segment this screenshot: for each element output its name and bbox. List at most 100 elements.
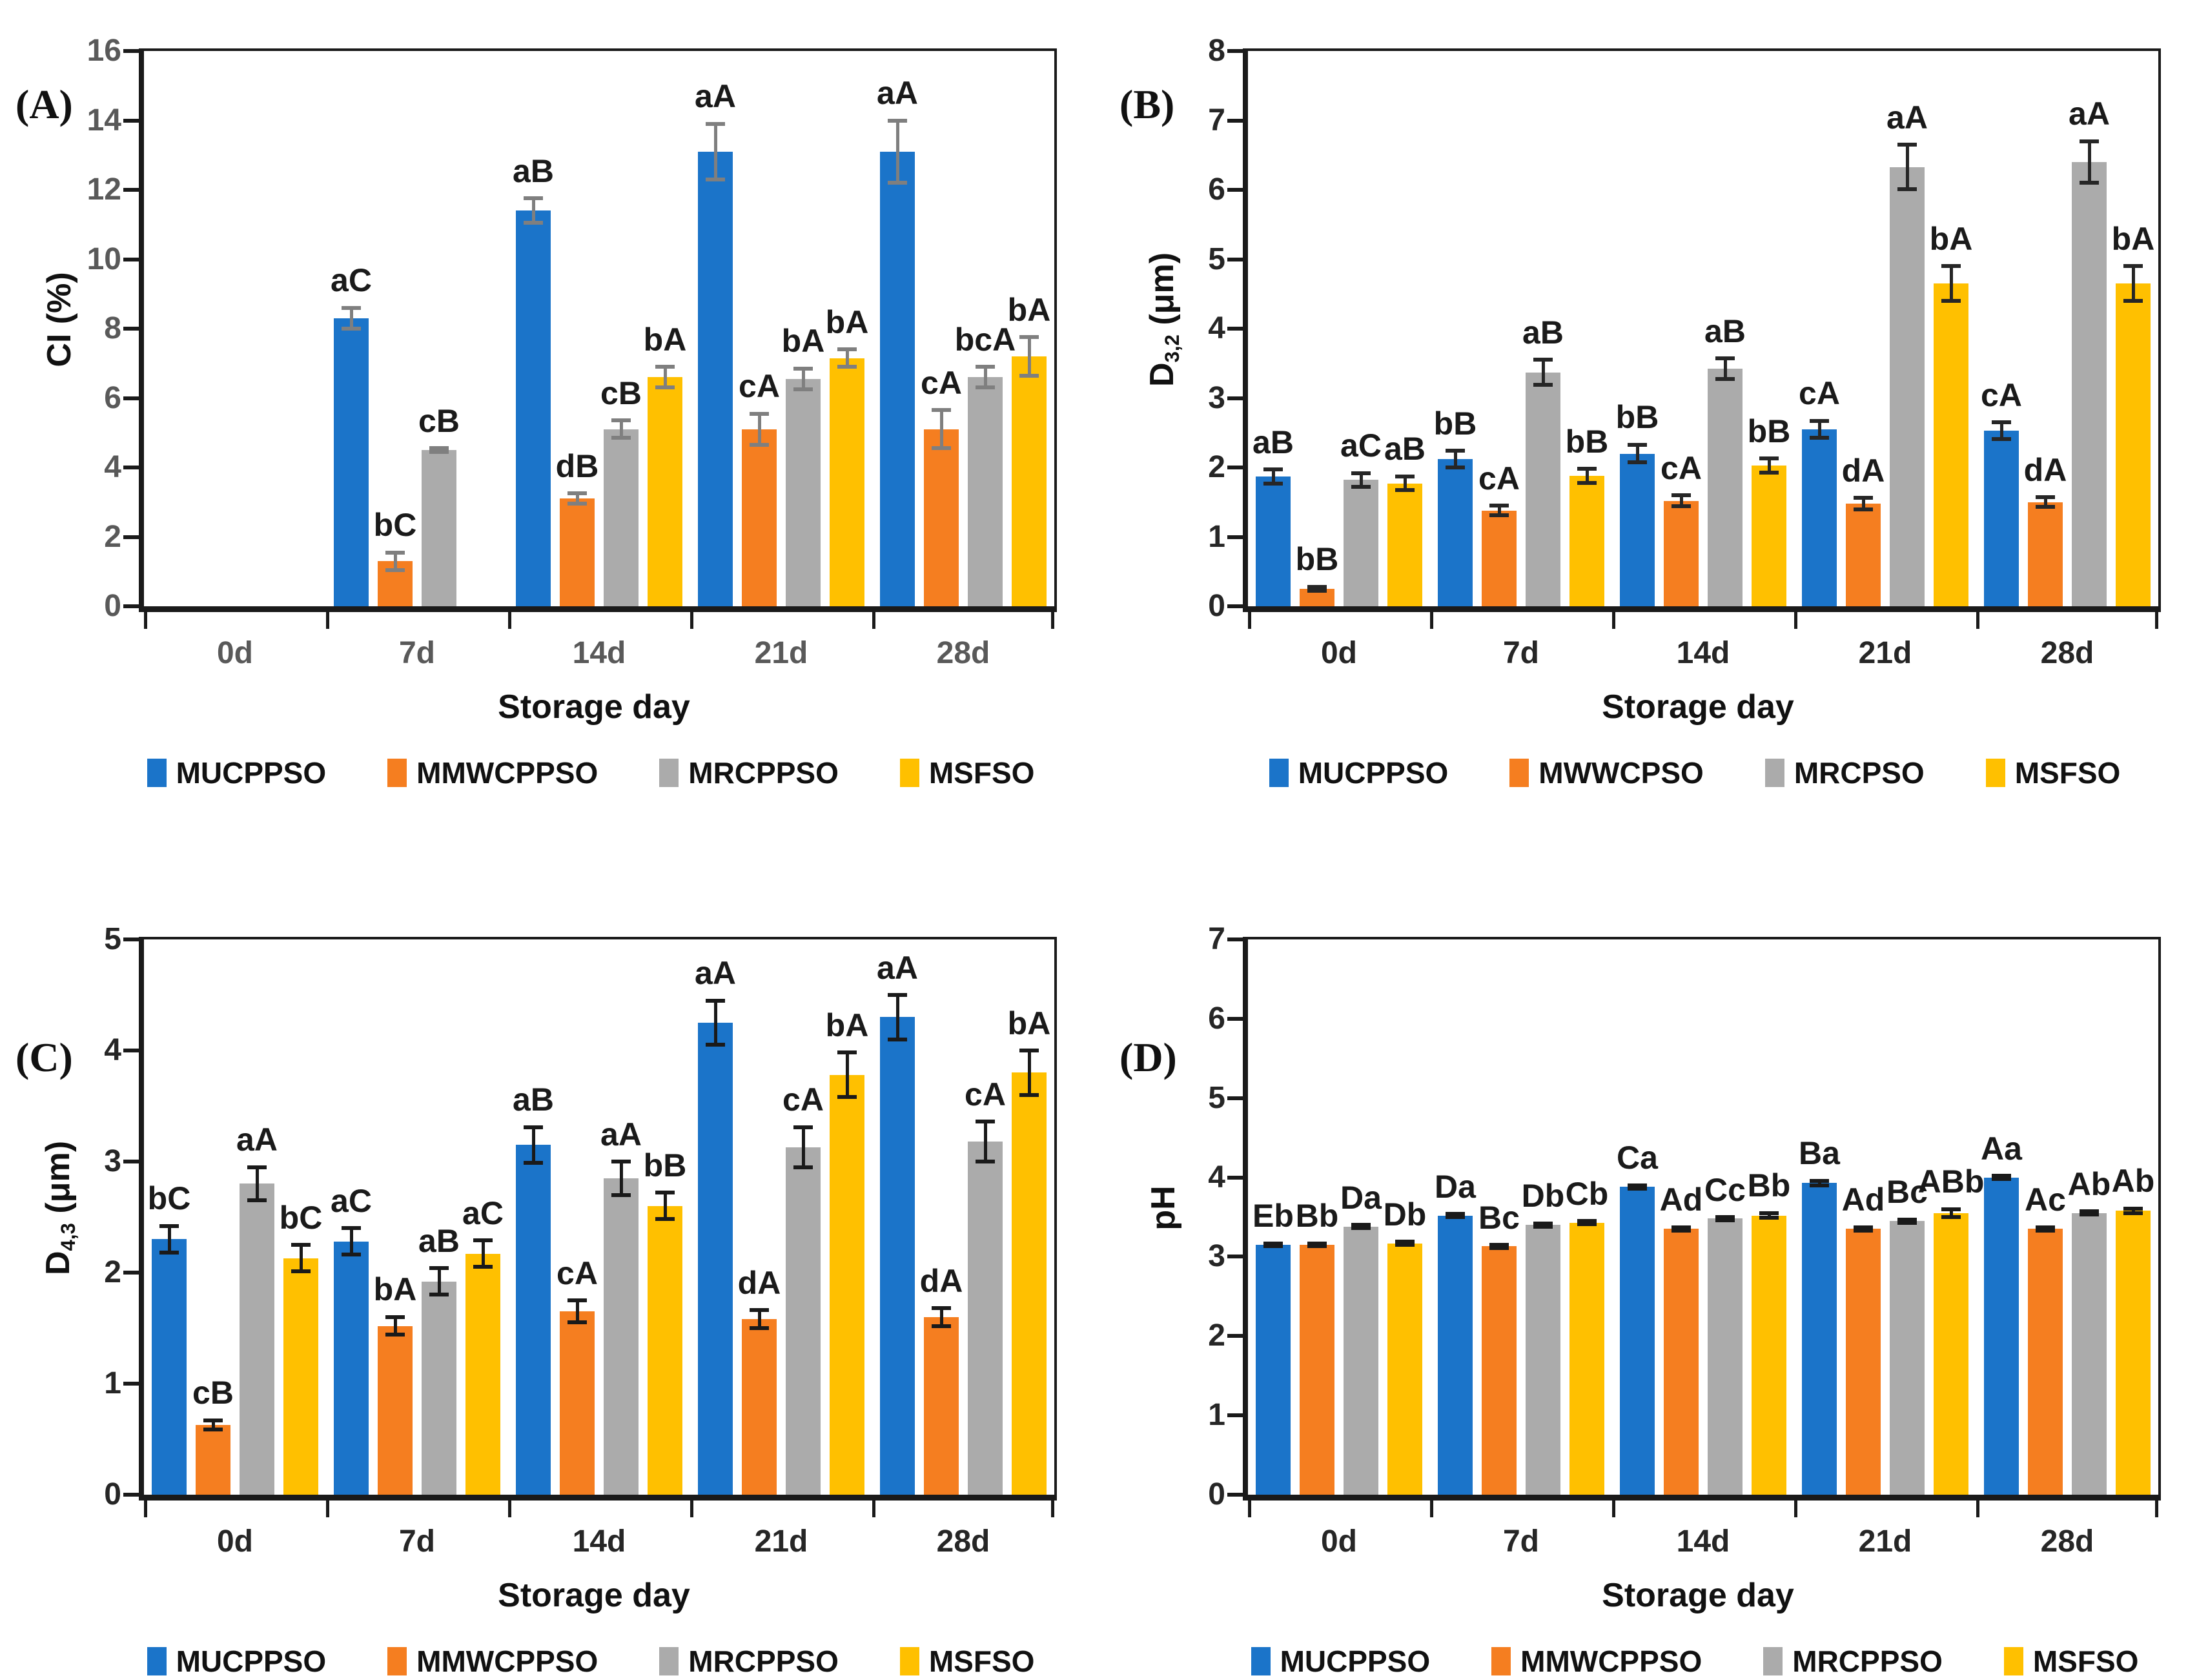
error-bar-cap-bottom	[524, 1160, 543, 1165]
bar-label: bA	[373, 1271, 417, 1308]
x-tick-mark	[1976, 612, 1979, 629]
error-bar-cap-top	[1854, 1225, 1873, 1229]
error-bar-cap-top	[567, 1298, 587, 1302]
error-bar-line	[801, 368, 805, 390]
bar	[2028, 502, 2063, 606]
error-bar-cap-bottom	[1019, 1092, 1039, 1097]
error-bar-cap-top	[1351, 1223, 1371, 1227]
error-bar-line	[1767, 458, 1771, 473]
error-bar-cap-bottom	[342, 327, 361, 331]
x-category-label: 21d	[1858, 636, 1912, 670]
bar	[1569, 1222, 1604, 1495]
x-category-label: 14d	[572, 1524, 626, 1559]
y-tick-mark	[1227, 1016, 1243, 1021]
bar-label: dA	[2023, 451, 2067, 488]
x-tick-mark	[872, 612, 875, 629]
error-bar-cap-top	[1489, 1243, 1509, 1247]
x-category-label: 14d	[572, 636, 626, 670]
bar	[1802, 1183, 1837, 1495]
error-bar-line	[663, 1193, 667, 1220]
y-tick-label: 4	[104, 1033, 121, 1067]
x-tick-mark	[1051, 612, 1054, 629]
error-bar-cap-top	[473, 1238, 493, 1243]
bar	[2072, 1213, 2107, 1495]
bar	[1256, 476, 1291, 606]
x-tick-mark	[872, 1501, 875, 1517]
error-bar-cap-bottom	[2123, 1211, 2143, 1215]
x-category-label: 28d	[936, 1524, 990, 1559]
x-tick-mark	[508, 612, 511, 629]
error-bar-line	[1315, 586, 1319, 591]
y-tick-mark	[123, 118, 139, 123]
error-bar-cap-top	[1671, 493, 1691, 497]
error-bar-cap-bottom	[291, 1269, 311, 1274]
error-bar-cap-top	[567, 491, 587, 496]
bar	[830, 358, 864, 606]
y-tick-mark	[123, 535, 139, 539]
error-bar-cap-top	[1019, 1049, 1039, 1052]
error-bar-cap-bottom	[932, 446, 951, 451]
legend: MUCPPSO MMWCPPSO MRCPPSO MSFSO	[116, 755, 1065, 790]
bar	[968, 377, 1003, 606]
y-tick-label: 4	[104, 450, 121, 484]
bar	[698, 1023, 733, 1495]
bar-label: bA	[1007, 1005, 1051, 1041]
bar-label: cA	[1661, 449, 1702, 486]
error-bar-line	[299, 1245, 303, 1272]
error-bar-cap-top	[932, 408, 951, 413]
legend-label: MSFSO	[2014, 756, 2121, 790]
y-tick-label: 6	[104, 380, 121, 415]
bar-label: Bb	[1747, 1167, 1791, 1204]
legend-item: MMWCPPSO	[387, 755, 598, 790]
error-bar-cap-bottom	[385, 568, 405, 572]
bar	[1752, 1215, 1786, 1495]
bar	[1438, 1215, 1473, 1495]
y-tick-label: 6	[1208, 172, 1225, 207]
error-bar-line	[1817, 420, 1821, 438]
bar	[1256, 1245, 1291, 1495]
error-bar-cap-bottom	[2080, 1213, 2099, 1217]
legend-swatch	[387, 759, 407, 787]
error-bar-line	[393, 552, 397, 570]
legend-label: MRCPPSO	[1792, 1644, 1943, 1678]
bar-label: cA	[1478, 460, 1520, 497]
bar-label: aC	[462, 1194, 504, 1231]
x-category-label: 28d	[936, 636, 990, 670]
y-tick-mark	[123, 1382, 139, 1386]
bar-label: Ad	[1659, 1182, 1703, 1218]
x-tick-mark	[1612, 1501, 1615, 1517]
legend-item: MSFSO	[899, 755, 1034, 790]
y-tick-mark	[123, 327, 139, 331]
error-bar-line	[481, 1240, 485, 1267]
legend-swatch	[387, 1647, 407, 1675]
error-bar-cap-bottom	[1446, 466, 1465, 469]
x-category-label: 7d	[398, 636, 435, 670]
error-bar-line	[2043, 497, 2047, 507]
error-bar-cap-bottom	[385, 1333, 405, 1337]
legend-swatch	[659, 759, 679, 787]
legend-item: MUCPPSO	[147, 1644, 326, 1679]
error-bar-cap-top	[1992, 1174, 2011, 1178]
bar	[1846, 503, 1881, 606]
error-bar-line	[895, 120, 899, 183]
bar	[1438, 459, 1473, 606]
error-bar-cap-top	[1395, 1240, 1415, 1244]
bar-label: aB	[1384, 431, 1426, 467]
error-bar-cap-top	[1897, 1217, 1917, 1222]
error-bar-cap-top	[247, 1165, 267, 1169]
error-bar-cap-bottom	[1489, 1245, 1509, 1250]
error-bar-cap-bottom	[1897, 187, 1917, 191]
error-bar-cap-top	[1577, 1219, 1597, 1224]
error-bar-cap-bottom	[1671, 504, 1691, 509]
bar-label: bB	[1747, 413, 1791, 449]
error-bar-line	[1679, 495, 1683, 507]
bar	[1984, 1177, 2019, 1495]
x-category-label: 7d	[1502, 636, 1539, 670]
legend-item: MUCPPSO	[147, 755, 326, 790]
error-bar-cap-bottom	[524, 221, 543, 225]
error-bar-cap-top	[1446, 1212, 1465, 1216]
bar-label: aA	[695, 955, 736, 992]
y-tick-label: 4	[1208, 311, 1225, 345]
error-bar-cap-top	[1307, 584, 1327, 589]
